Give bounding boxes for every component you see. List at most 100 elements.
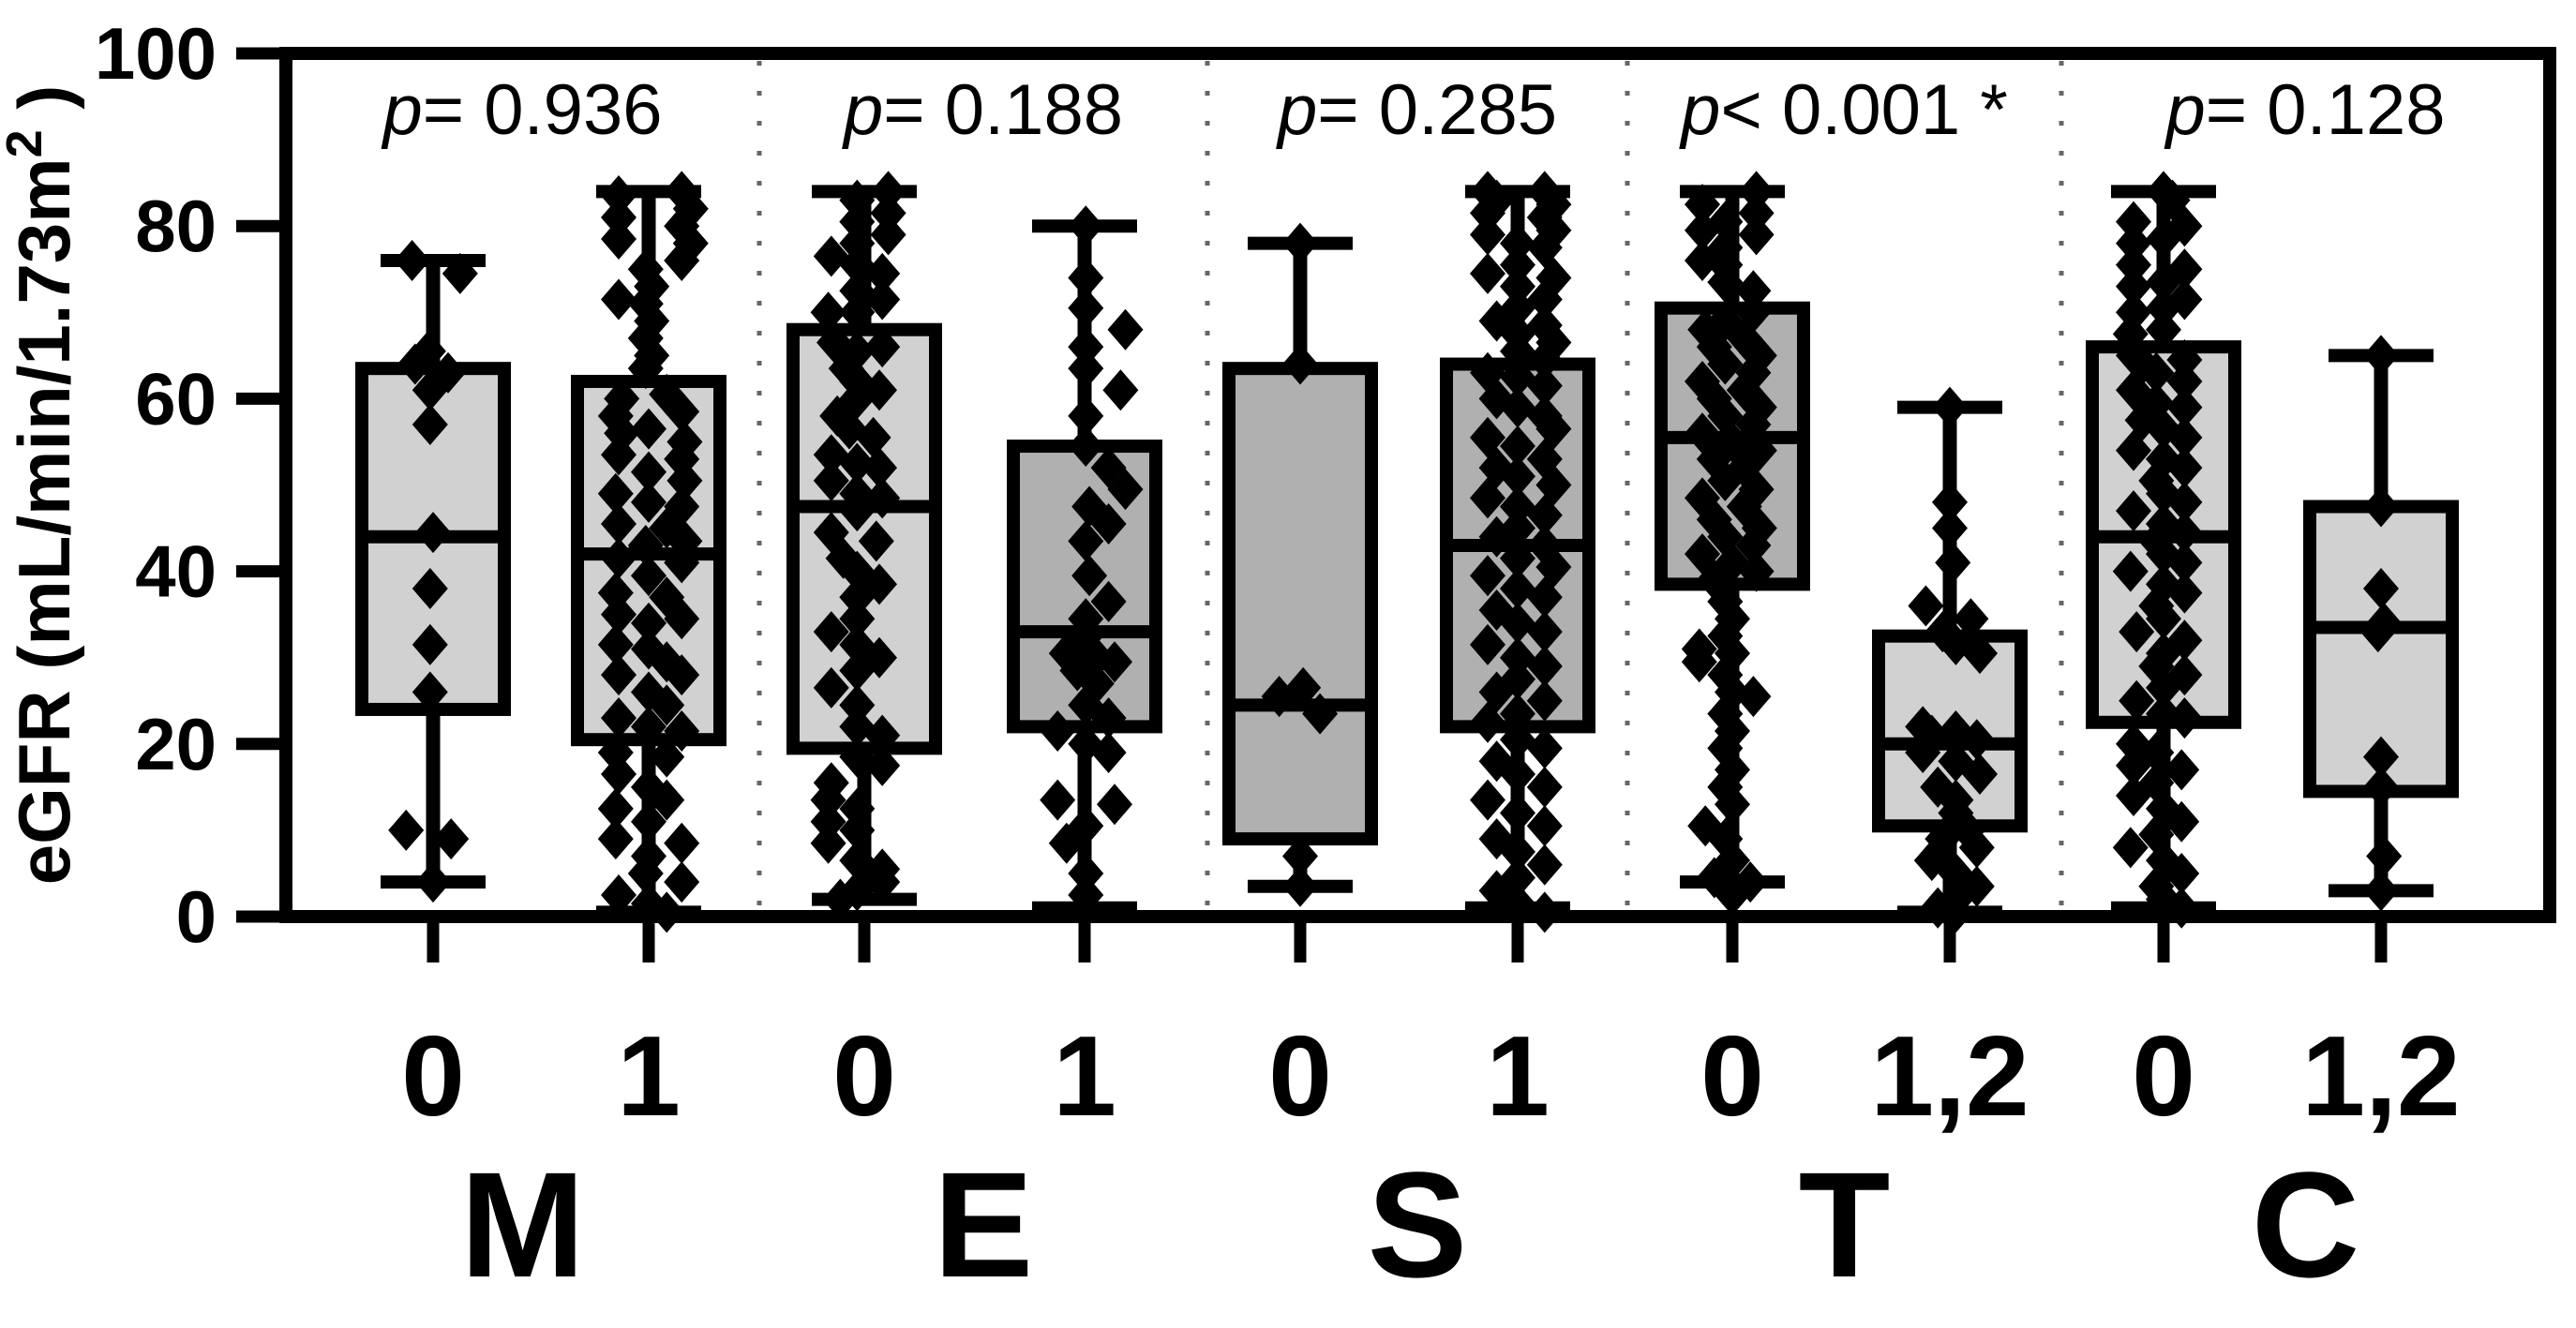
boxplot-T-0 (1655, 171, 1810, 916)
point-marker (1068, 257, 1104, 299)
point-marker (839, 442, 876, 485)
point-marker (1102, 369, 1139, 411)
point-marker (1738, 171, 1775, 213)
point-marker (839, 649, 876, 692)
point-marker (810, 291, 846, 334)
point-marker (813, 235, 849, 277)
point-marker (1068, 887, 1104, 929)
point-marker (2116, 490, 2151, 532)
group-label-E: E (934, 1141, 1034, 1308)
point-marker (1905, 732, 1941, 774)
point-marker (864, 744, 901, 786)
point-marker (631, 408, 666, 450)
point-marker (1282, 835, 1318, 877)
point-marker (1040, 779, 1076, 821)
point-marker (2116, 429, 2151, 471)
point-marker (1500, 356, 1535, 398)
point-marker (1500, 568, 1535, 610)
point-marker (1068, 425, 1104, 468)
point-marker (2164, 800, 2200, 843)
point-marker (2116, 744, 2151, 786)
point-marker (1470, 701, 1505, 743)
point-marker (1738, 550, 1775, 592)
point-marker (664, 391, 700, 433)
point-marker (1962, 633, 1998, 675)
boxplot-T-12 (1872, 386, 2028, 933)
boxplot-E-1 (1007, 205, 1162, 929)
point-marker (1681, 641, 1717, 683)
x-tick-label-T-0: 0 (1700, 1012, 1764, 1140)
point-marker (1715, 783, 1750, 826)
point-marker (394, 240, 430, 282)
point-marker (1071, 555, 1108, 597)
point-marker (664, 598, 700, 640)
point-marker (1958, 719, 1995, 761)
point-marker (1938, 891, 1974, 933)
point-marker (631, 800, 666, 843)
point-marker (2363, 870, 2399, 912)
scatter-C-12 (2359, 335, 2403, 912)
point-marker (1470, 477, 1505, 519)
point-marker (631, 706, 666, 748)
group-label-C: C (2252, 1141, 2360, 1308)
point-marker (1500, 244, 1535, 286)
point-marker (1500, 719, 1535, 761)
point-marker (813, 611, 849, 653)
x-tick-label-M-1: 1 (617, 1012, 681, 1140)
point-marker (1526, 766, 1563, 808)
scatter-S-1 (1470, 171, 1572, 933)
point-marker (2366, 835, 2403, 877)
point-marker (1090, 697, 1127, 739)
point-marker (2166, 360, 2203, 402)
boxplot-S-1 (1440, 171, 1595, 933)
point-marker (2166, 512, 2203, 554)
point-marker (664, 709, 700, 752)
scatter-E-1 (1040, 205, 1144, 929)
group-label-S: S (1368, 1141, 1468, 1308)
point-marker (1526, 727, 1563, 769)
point-marker (649, 891, 685, 933)
point-marker (2116, 201, 2151, 243)
point-marker (839, 684, 876, 726)
point-marker (664, 205, 700, 247)
point-marker (666, 459, 703, 501)
x-tick-label-T-12: 1,2 (1870, 1012, 2029, 1140)
point-marker (664, 654, 700, 696)
point-marker (1526, 365, 1563, 407)
point-marker (1726, 447, 1762, 489)
point-marker (2146, 308, 2181, 351)
point-marker (2359, 611, 2396, 653)
point-marker (839, 291, 876, 334)
point-marker (601, 502, 637, 545)
point-marker (2363, 485, 2399, 528)
point-marker (1097, 783, 1132, 826)
point-marker (1068, 326, 1104, 368)
point-marker (1932, 481, 1968, 523)
point-marker (601, 873, 637, 916)
point-marker (601, 434, 637, 476)
point-marker (1738, 192, 1775, 234)
point-marker (1500, 425, 1535, 468)
point-marker (415, 512, 451, 554)
point-marker (1738, 214, 1775, 256)
point-marker (1090, 447, 1127, 489)
point-marker (864, 714, 901, 756)
point-marker (631, 555, 666, 597)
point-marker (2363, 335, 2399, 377)
point-marker (412, 568, 448, 610)
point-marker (601, 593, 637, 635)
point-marker (2138, 351, 2175, 394)
point-marker (1470, 555, 1505, 597)
point-marker (1500, 693, 1535, 735)
point-marker (864, 477, 901, 519)
point-marker (1500, 830, 1535, 873)
x-tick-label-S-1: 1 (1486, 1012, 1550, 1140)
point-marker (412, 369, 448, 411)
point-marker (627, 348, 664, 390)
group-label-M: M (460, 1141, 585, 1308)
scatter-S-0 (1261, 222, 1339, 907)
point-marker (601, 754, 637, 796)
point-marker (870, 214, 906, 256)
point-marker (1478, 179, 1515, 221)
point-marker (1068, 287, 1104, 329)
